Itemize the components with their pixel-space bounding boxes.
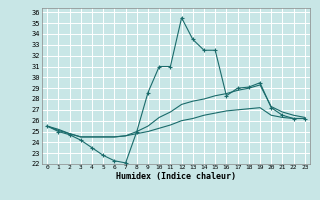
X-axis label: Humidex (Indice chaleur): Humidex (Indice chaleur) xyxy=(116,172,236,181)
